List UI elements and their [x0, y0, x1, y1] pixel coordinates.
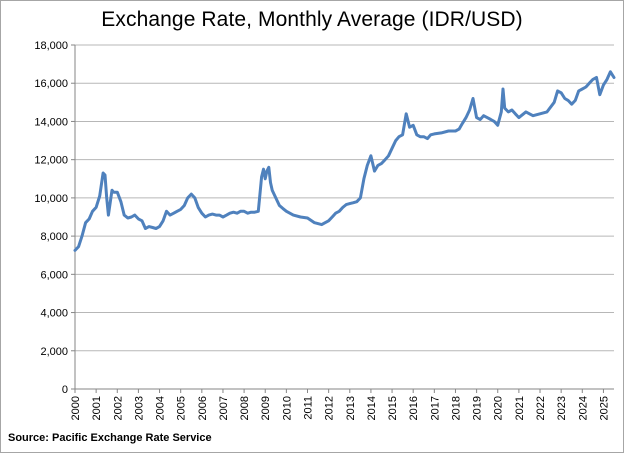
- x-tick-label: 2015: [387, 396, 399, 420]
- x-tick-label: 2016: [408, 396, 420, 420]
- x-tick-label: 2012: [324, 396, 336, 420]
- series-line-0: [73, 70, 616, 252]
- x-axis-tick-labels: 2000 2001 2002 2003 2004 2005 2006 2007 2008 2009…: [70, 396, 610, 420]
- y-tick-label: 4,000: [40, 308, 68, 320]
- x-tick-label: 2018: [450, 396, 462, 420]
- x-tick-label: 2003: [133, 396, 145, 420]
- x-tick-label: 2005: [176, 396, 188, 420]
- y-tick-label: 18,000: [34, 40, 68, 52]
- axes: [71, 44, 614, 393]
- gridlines: [75, 44, 614, 352]
- y-tick-label: 2,000: [40, 346, 68, 358]
- x-tick-label: 2000: [70, 396, 82, 420]
- x-tick-label: 2019: [472, 396, 484, 420]
- y-tick-label: 8,000: [40, 231, 68, 243]
- y-tick-label: 6,000: [40, 269, 68, 281]
- x-tick-label: 2021: [514, 396, 526, 420]
- x-tick-label: 2006: [197, 396, 209, 420]
- y-tick-label: 12,000: [34, 155, 68, 167]
- y-axis-tick-labels: 0 2,000 4,000 6,000 8,000 10,000 12,000 14,000 1…: [34, 40, 68, 396]
- chart-title: Exchange Rate, Monthly Average (IDR/USD): [101, 8, 523, 31]
- x-tick-label: 2013: [345, 396, 357, 420]
- x-tick-label: 2024: [577, 396, 589, 420]
- x-tick-label: 2023: [556, 396, 568, 420]
- y-tick-label: 0: [62, 384, 68, 396]
- x-tick-label: 2025: [598, 396, 610, 420]
- x-tick-label: 2002: [112, 396, 124, 420]
- source-note: Source: Pacific Exchange Rate Service: [8, 432, 212, 444]
- y-tick-label: 16,000: [34, 78, 68, 90]
- y-tick-label: 14,000: [34, 116, 68, 128]
- x-tick-label: 2009: [260, 396, 272, 420]
- y-tick-label: 10,000: [34, 193, 68, 205]
- x-tick-label: 2022: [535, 396, 547, 420]
- x-tick-label: 2014: [366, 396, 378, 420]
- x-tick-label: 2020: [493, 396, 505, 420]
- x-tick-label: 2010: [281, 396, 293, 420]
- x-tick-label: 2011: [303, 396, 315, 420]
- x-tick-label: 2004: [155, 396, 167, 420]
- x-tick-label: 2001: [91, 396, 103, 420]
- x-tick-label: 2017: [429, 396, 441, 420]
- x-tick-label: 2007: [218, 396, 230, 420]
- x-tick-label: 2008: [239, 396, 251, 420]
- series-layer: [73, 70, 616, 252]
